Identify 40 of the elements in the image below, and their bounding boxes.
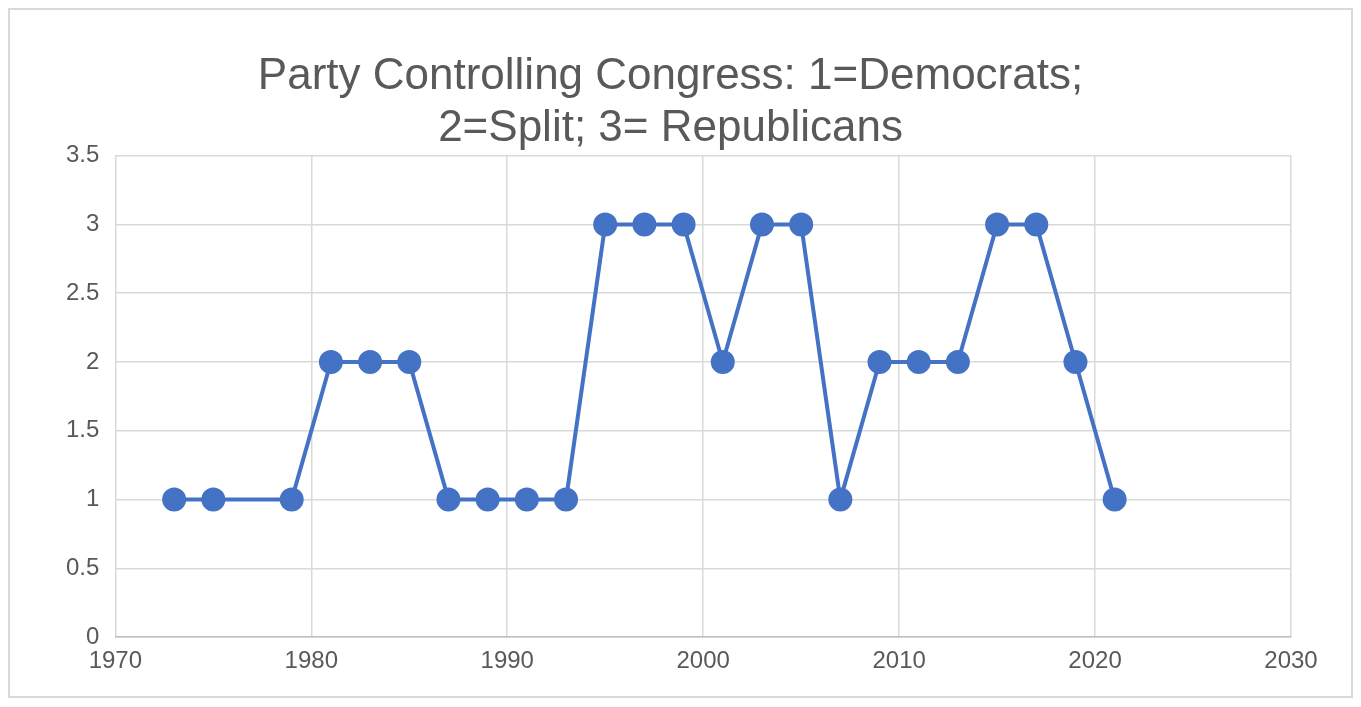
point <box>201 487 226 512</box>
point <box>789 212 814 237</box>
x-tick-label: 1970 <box>88 646 143 674</box>
point <box>985 212 1010 237</box>
point <box>906 350 931 374</box>
y-tick-label: 0.5 <box>65 553 100 581</box>
point <box>1024 212 1049 237</box>
point <box>710 350 735 374</box>
point <box>593 212 618 237</box>
point <box>514 487 539 512</box>
x-tick-label: 2010 <box>872 646 926 674</box>
point <box>1102 487 1127 512</box>
x-tick-label: 1990 <box>480 646 534 674</box>
x-tick-label: 2030 <box>1264 646 1318 674</box>
point <box>318 350 343 374</box>
point <box>554 487 579 512</box>
y-tick-label: 2 <box>86 346 100 374</box>
point <box>475 487 500 512</box>
point <box>436 487 461 512</box>
y-tick-label: 0 <box>86 621 100 649</box>
x-tick-label: 2020 <box>1068 646 1122 674</box>
y-tick-label: 1.5 <box>65 415 100 443</box>
point <box>358 350 383 374</box>
point <box>671 212 696 237</box>
chart-title: Party Controlling Congress: 1=Democrats; 2=Split; 3= Republicans <box>257 48 1084 151</box>
point <box>632 212 657 237</box>
y-tick-label: 1 <box>86 484 100 512</box>
x-tick-label: 1980 <box>284 646 338 674</box>
point <box>397 350 422 374</box>
y-tick-label: 3 <box>86 209 100 237</box>
y-tick-label: 2.5 <box>65 277 100 305</box>
point <box>279 487 304 512</box>
point <box>162 487 187 512</box>
point <box>945 350 970 374</box>
point <box>749 212 774 237</box>
x-tick-label: 2000 <box>676 646 730 674</box>
point <box>1063 350 1088 374</box>
y-tick-label: 3.5 <box>65 140 100 168</box>
point <box>867 350 892 374</box>
point <box>828 487 853 512</box>
